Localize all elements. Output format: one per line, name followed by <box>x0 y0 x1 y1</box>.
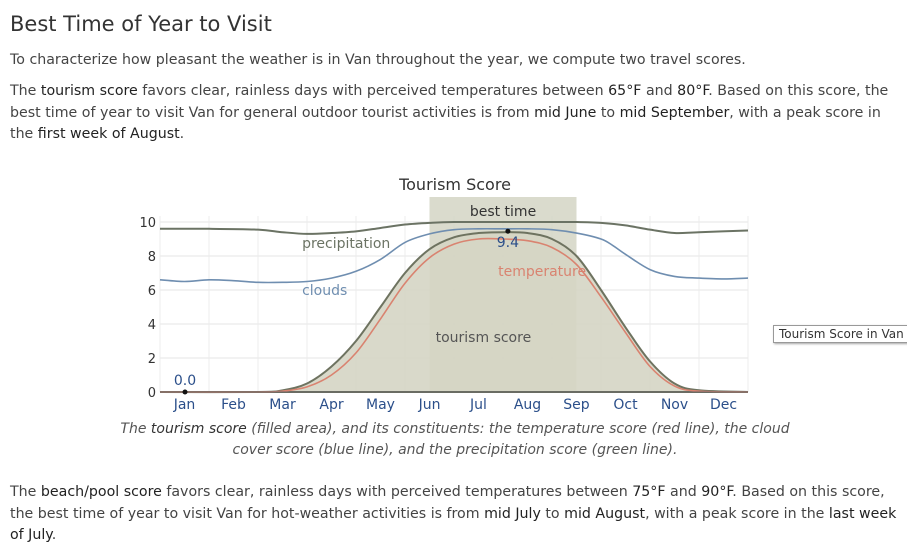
max-marker <box>505 228 511 234</box>
beach-score-description: The beach/pool score favors clear, rainl… <box>10 482 902 547</box>
min-label: 0.0 <box>174 373 196 389</box>
chart-labels: 0 2 4 6 8 10 Jan Feb Mar Apr May Jun Jul Aug Sep Oct Nov… <box>139 175 737 413</box>
start-period: mid July <box>484 505 541 522</box>
x-tick-label: Jul <box>469 397 487 413</box>
y-tick-label: 6 <box>148 284 156 299</box>
clouds-line <box>159 227 749 284</box>
page-title: Best Time of Year to Visit <box>10 12 272 36</box>
temperature-label: temperature <box>498 264 586 280</box>
y-tick-label: 4 <box>148 318 156 333</box>
tourism-score-label: tourism score <box>436 330 532 346</box>
peak-period: last week of July <box>10 505 897 544</box>
best-time-label: best time <box>470 204 536 220</box>
temp-high: 90°F <box>701 484 733 500</box>
chart-caption: The tourism score (filled area), and its… <box>120 419 790 461</box>
x-tick-label: Dec <box>710 397 737 413</box>
text-fragment: . <box>51 527 57 543</box>
text-fragment: and <box>665 484 702 500</box>
y-tick-label: 8 <box>148 250 156 265</box>
x-tick-label: Sep <box>563 397 590 413</box>
x-tick-label: Jan <box>173 397 196 413</box>
text-fragment: to <box>596 104 620 121</box>
text-fragment: favors clear, rainless days with perceiv… <box>161 484 633 500</box>
text-fragment: to <box>540 505 565 522</box>
tourism-score-term: tourism score <box>40 83 138 99</box>
peak-period: first week of August <box>37 126 180 142</box>
text-fragment: . Based on this score, the best time of … <box>10 83 889 121</box>
text-fragment: . <box>179 126 185 142</box>
temp-low: 75°F <box>632 484 666 500</box>
text-fragment: , with a peak score in the <box>10 104 881 143</box>
precipitation-line <box>159 220 749 235</box>
x-tick-label: Jun <box>418 397 441 413</box>
x-tick-label: Oct <box>613 397 638 413</box>
tourism-score-term: tourism score <box>150 421 247 437</box>
y-tick-label: 0 <box>148 386 156 401</box>
text-fragment: , with a peak score in the <box>645 505 829 522</box>
x-tick-label: Apr <box>319 397 343 413</box>
y-tick-label: 2 <box>148 352 156 367</box>
precipitation-label: precipitation <box>302 236 390 252</box>
beach-score-term: beach/pool score <box>40 484 162 500</box>
tourism-score-legend-button[interactable]: Tourism Score in Van <box>773 325 907 343</box>
x-tick-label: Feb <box>221 397 246 413</box>
temp-low: 65°F <box>608 83 642 99</box>
start-period: mid June <box>534 104 597 121</box>
max-label: 9.4 <box>497 235 519 251</box>
y-tick-label: 10 <box>139 216 156 231</box>
text-fragment: and <box>641 83 678 99</box>
end-period: mid September <box>619 104 730 121</box>
min-marker <box>182 389 188 395</box>
clouds-label: clouds <box>302 283 347 299</box>
text-fragment: The <box>10 83 41 99</box>
tourism-score-area <box>159 231 749 394</box>
text-fragment: The <box>120 421 151 437</box>
temperature-line <box>159 237 749 393</box>
tourism-score-chart: 0 2 4 6 8 10 Jan Feb Mar Apr May Jun Jul Aug Sep Oct Nov… <box>139 175 749 413</box>
text-fragment: favors clear, rainless days with perceiv… <box>137 83 609 99</box>
chart-title: Tourism Score <box>398 175 511 194</box>
x-tick-label: Mar <box>269 397 296 413</box>
x-tick-label: Nov <box>661 397 688 413</box>
intro-text: To characterize how pleasant the weather… <box>10 52 746 68</box>
text-fragment: . Based on this score, the best time of … <box>10 484 885 522</box>
end-period: mid August <box>564 505 646 522</box>
x-tick-label: May <box>366 397 395 413</box>
x-tick-label: Aug <box>514 397 541 413</box>
text-fragment: The <box>10 484 41 500</box>
tourism-score-description: The tourism score favors clear, rainless… <box>10 81 902 146</box>
text-fragment: (filled area), and its constituents: the… <box>232 421 790 458</box>
temp-high: 80°F <box>677 83 709 99</box>
